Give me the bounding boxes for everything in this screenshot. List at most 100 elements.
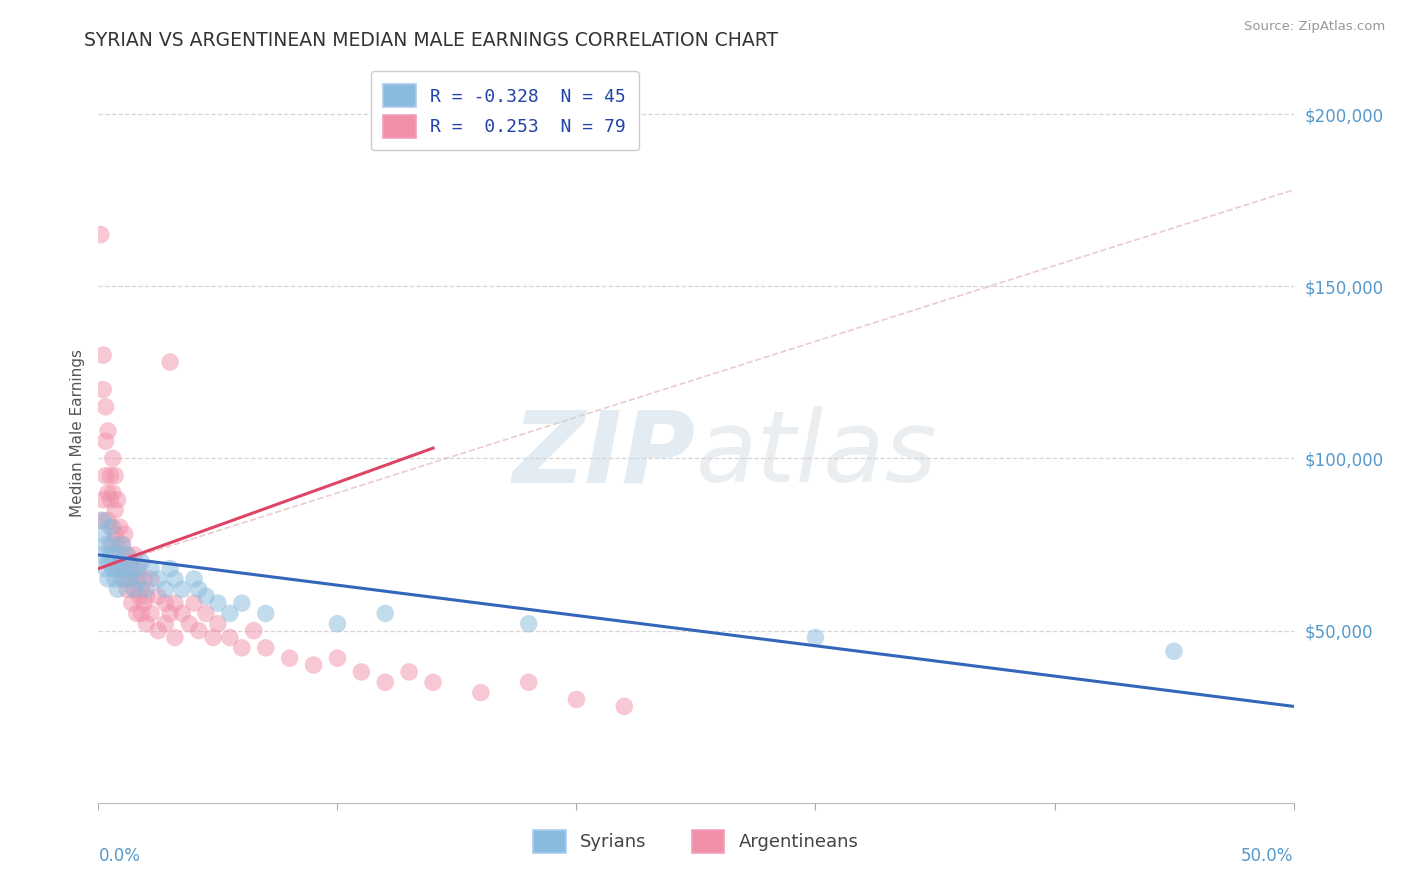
Point xyxy=(613,699,636,714)
Point xyxy=(195,589,218,603)
Point xyxy=(131,582,153,597)
Point xyxy=(278,651,301,665)
Point xyxy=(125,607,148,621)
Point xyxy=(97,424,120,438)
Point xyxy=(350,665,373,679)
Point xyxy=(108,520,131,534)
Point xyxy=(98,492,122,507)
Point xyxy=(107,492,129,507)
Point xyxy=(187,582,209,597)
Point xyxy=(148,572,170,586)
Point xyxy=(91,492,114,507)
Point xyxy=(517,675,540,690)
Point xyxy=(135,589,157,603)
Point xyxy=(132,572,155,586)
Point xyxy=(114,561,136,575)
Point xyxy=(207,616,229,631)
Point xyxy=(98,537,122,551)
Point xyxy=(179,616,201,631)
Point xyxy=(172,582,194,597)
Point xyxy=(94,400,117,414)
Point xyxy=(159,561,181,575)
Point xyxy=(114,572,136,586)
Point xyxy=(124,548,146,562)
Point xyxy=(118,555,141,569)
Point xyxy=(111,537,134,551)
Point xyxy=(135,616,157,631)
Point xyxy=(90,227,112,242)
Point xyxy=(159,607,181,621)
Point xyxy=(163,596,186,610)
Point xyxy=(125,561,148,575)
Point xyxy=(243,624,266,638)
Point xyxy=(97,486,120,500)
Point xyxy=(302,658,325,673)
Point xyxy=(131,555,153,569)
Point xyxy=(804,631,827,645)
Point xyxy=(101,520,124,534)
Point xyxy=(565,692,588,706)
Point xyxy=(183,596,205,610)
Point xyxy=(121,561,143,575)
Point xyxy=(135,582,157,597)
Point xyxy=(124,582,146,597)
Point xyxy=(183,572,205,586)
Point xyxy=(91,527,114,541)
Point xyxy=(101,561,124,575)
Point xyxy=(128,561,150,575)
Point xyxy=(91,383,114,397)
Point xyxy=(98,548,122,562)
Point xyxy=(115,548,138,562)
Point xyxy=(104,527,127,541)
Point xyxy=(114,527,136,541)
Point xyxy=(104,503,127,517)
Point xyxy=(98,520,122,534)
Point xyxy=(155,582,177,597)
Point xyxy=(254,640,277,655)
Point xyxy=(97,555,120,569)
Text: atlas: atlas xyxy=(696,407,938,503)
Point xyxy=(111,561,134,575)
Point xyxy=(111,537,134,551)
Point xyxy=(155,616,177,631)
Point xyxy=(115,548,138,562)
Point xyxy=(104,468,127,483)
Point xyxy=(98,468,122,483)
Point xyxy=(187,624,209,638)
Point xyxy=(131,607,153,621)
Point xyxy=(104,572,127,586)
Point xyxy=(231,640,253,655)
Text: Source: ZipAtlas.com: Source: ZipAtlas.com xyxy=(1244,20,1385,33)
Point xyxy=(155,596,177,610)
Point xyxy=(91,513,114,527)
Point xyxy=(94,434,117,449)
Point xyxy=(115,582,138,597)
Point xyxy=(326,616,349,631)
Point xyxy=(159,355,181,369)
Point xyxy=(139,607,162,621)
Point xyxy=(94,468,117,483)
Point xyxy=(139,572,162,586)
Point xyxy=(231,596,253,610)
Point xyxy=(148,589,170,603)
Point xyxy=(91,348,114,362)
Point xyxy=(163,631,186,645)
Point xyxy=(124,582,146,597)
Point xyxy=(111,572,134,586)
Point xyxy=(101,537,124,551)
Point xyxy=(108,548,131,562)
Text: 0.0%: 0.0% xyxy=(98,847,141,865)
Point xyxy=(163,572,186,586)
Text: SYRIAN VS ARGENTINEAN MEDIAN MALE EARNINGS CORRELATION CHART: SYRIAN VS ARGENTINEAN MEDIAN MALE EARNIN… xyxy=(84,31,779,50)
Point xyxy=(118,572,141,586)
Point xyxy=(398,665,420,679)
Point xyxy=(172,607,194,621)
Point xyxy=(374,675,396,690)
Legend: Syrians, Argentineans: Syrians, Argentineans xyxy=(526,822,866,861)
Point xyxy=(90,548,112,562)
Point xyxy=(128,589,150,603)
Y-axis label: Median Male Earnings: Median Male Earnings xyxy=(69,349,84,516)
Point xyxy=(97,572,120,586)
Point xyxy=(90,513,112,527)
Point xyxy=(254,607,277,621)
